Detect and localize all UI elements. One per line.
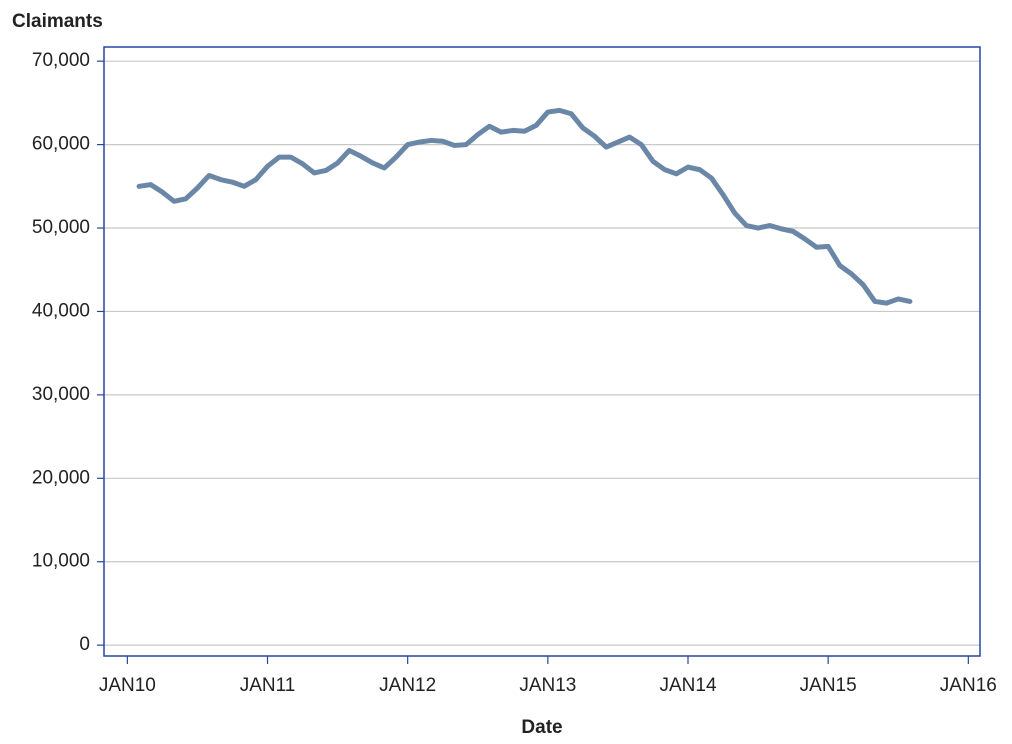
- x-tick-label: JAN14: [659, 675, 716, 696]
- x-tick-label: JAN15: [800, 675, 857, 696]
- y-tick-label: 60,000: [32, 134, 90, 155]
- x-tick-label: JAN16: [940, 675, 997, 696]
- y-tick-label: 20,000: [32, 467, 90, 488]
- x-tick-label: JAN11: [240, 675, 296, 696]
- y-tick-label: 30,000: [32, 384, 90, 405]
- y-tick-label: 70,000: [32, 50, 90, 71]
- data-line: [136, 107, 913, 306]
- y-axis-title: Claimants: [12, 11, 103, 32]
- y-tick-label: 0: [79, 634, 90, 655]
- x-tick-label: JAN12: [379, 675, 436, 696]
- y-tick-label: 50,000: [32, 217, 90, 238]
- plot-frame: [103, 46, 981, 657]
- y-tick-label: 10,000: [32, 551, 90, 572]
- y-tick-label: 40,000: [32, 300, 90, 321]
- x-axis-title: Date: [521, 717, 562, 738]
- x-tick-label: JAN10: [99, 675, 156, 696]
- x-tick-label: JAN13: [519, 675, 576, 696]
